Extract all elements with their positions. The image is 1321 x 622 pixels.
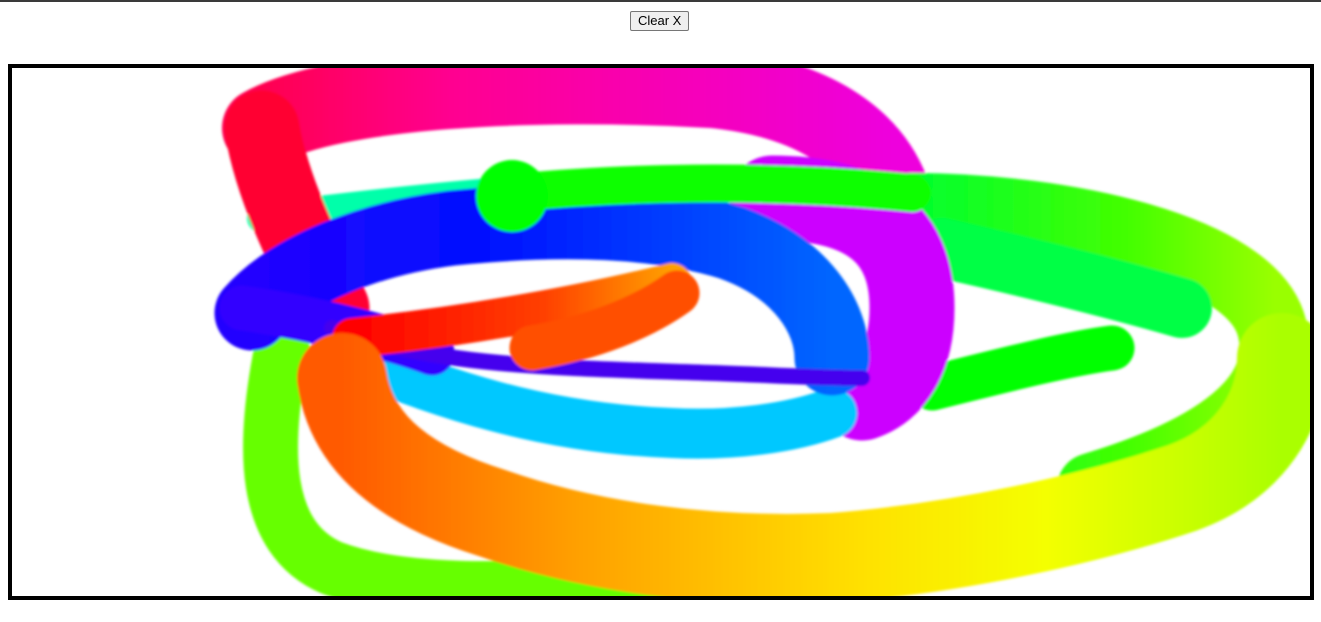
stroke-green-inner (912, 218, 1212, 338)
stroke-green-lower (909, 325, 1135, 411)
stroke-indigo-thin (324, 320, 870, 386)
stroke-green-blob (476, 160, 548, 232)
top-divider (0, 0, 1321, 2)
drawing-surface (214, 68, 1310, 596)
stroke-lime-left (243, 320, 680, 596)
stroke-bottom-band (297, 313, 1310, 596)
stroke-cyan (327, 333, 857, 459)
stroke-green-top (493, 164, 931, 212)
stroke-blue (214, 184, 870, 396)
stroke-pink (222, 68, 932, 238)
stroke-inner-orange-2 (509, 270, 700, 371)
drawing-canvas[interactable] (8, 64, 1314, 600)
clear-button[interactable]: Clear X (630, 11, 690, 31)
stroke-inner-orange (332, 263, 692, 358)
